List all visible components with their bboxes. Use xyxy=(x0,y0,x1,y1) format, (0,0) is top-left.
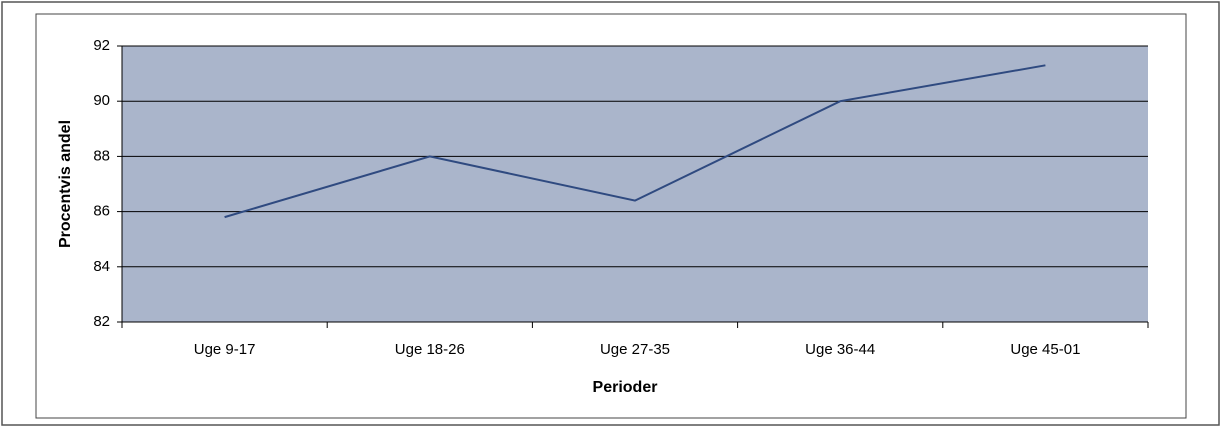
y-tick-label: 82 xyxy=(93,313,110,330)
y-tick-label: 90 xyxy=(93,92,110,109)
x-tick-label: Uge 27-35 xyxy=(600,341,670,358)
y-tick-label: 86 xyxy=(93,203,110,220)
plot-background xyxy=(122,46,1148,322)
x-tick-label: Uge 45-01 xyxy=(1010,341,1080,358)
y-tick-label: 92 xyxy=(93,37,110,54)
x-axis-title: Perioder xyxy=(593,379,658,396)
y-tick-label: 84 xyxy=(93,258,110,275)
chart-area-border xyxy=(35,13,1187,419)
x-tick-label: Uge 18-26 xyxy=(395,341,465,358)
x-tick-label: Uge 9-17 xyxy=(194,341,256,358)
x-tick-label: Uge 36-44 xyxy=(805,341,875,358)
y-tick-label: 88 xyxy=(93,147,110,164)
y-axis-title: Procentvis andel xyxy=(57,120,74,248)
data-line xyxy=(224,64,1046,219)
